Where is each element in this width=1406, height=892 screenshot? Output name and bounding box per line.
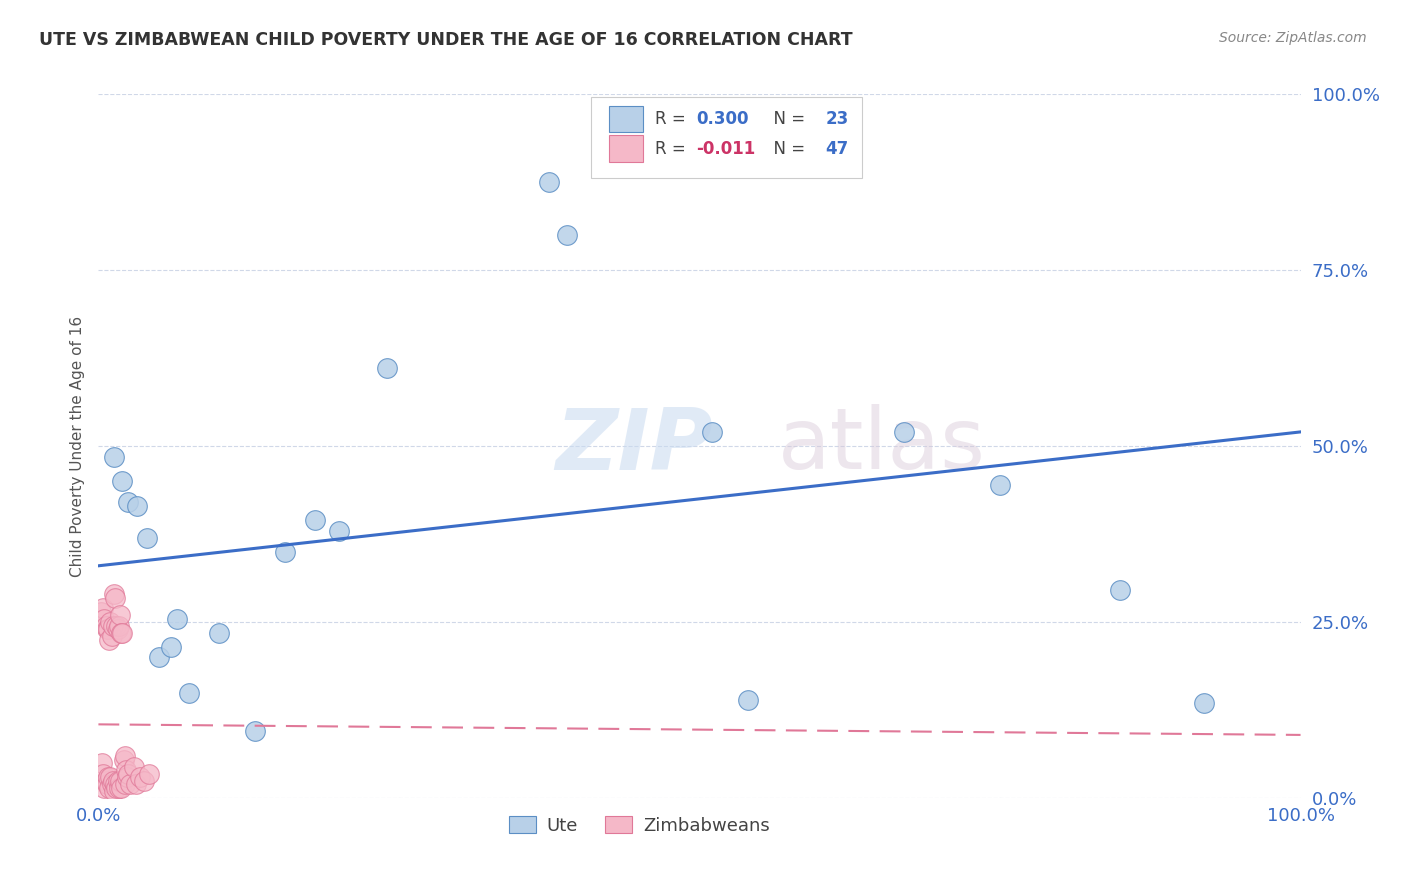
Point [148,650,170,665]
Point [107,773,129,788]
Point [555,227,578,242]
Point [117,495,139,509]
Text: R =: R = [655,110,690,128]
Point [103,587,125,601]
Point [96,622,118,636]
Point [132,773,155,788]
Point [159,640,181,654]
Text: R =: R = [655,140,690,158]
Point [111,475,134,489]
Point [274,544,297,558]
Point [100,770,122,784]
Point [129,770,152,784]
Text: 23: 23 [825,110,849,128]
Point [91,601,114,615]
Point [94,618,117,632]
Point [124,759,146,773]
Point [104,777,127,791]
Point [177,685,200,699]
Point [328,524,350,538]
Text: -0.011: -0.011 [696,140,755,158]
Point [97,770,120,784]
Point [98,632,121,647]
Point [375,361,398,376]
Point [112,753,135,767]
Point [100,777,122,791]
Point [118,777,141,791]
Text: 47: 47 [825,140,849,158]
Point [91,766,114,780]
Point [125,777,148,791]
Point [117,766,139,780]
Point [115,763,138,777]
Point [114,749,136,764]
Point [166,612,188,626]
FancyBboxPatch shape [592,97,862,178]
Point [101,618,124,632]
Point [93,612,115,626]
Point [304,513,326,527]
Point [108,608,131,623]
FancyBboxPatch shape [609,105,643,132]
Point [100,615,122,630]
Point [90,605,112,619]
Point [108,780,131,795]
Point [108,618,131,632]
Point [138,766,160,780]
Point [700,425,723,439]
Point [91,756,114,771]
Point [103,784,125,798]
Text: UTE VS ZIMBABWEAN CHILD POVERTY UNDER THE AGE OF 16 CORRELATION CHART: UTE VS ZIMBABWEAN CHILD POVERTY UNDER TH… [39,31,853,49]
Point [98,780,121,795]
Point [125,499,148,513]
Point [97,622,120,636]
Point [103,450,125,464]
Y-axis label: Child Poverty Under the Age of 16: Child Poverty Under the Age of 16 [69,316,84,576]
Point [114,777,136,791]
Legend: Ute, Zimbabweans: Ute, Zimbabweans [502,809,778,842]
Point [243,724,266,739]
Text: N =: N = [763,140,811,158]
Point [208,625,231,640]
Point [101,773,124,788]
Point [94,773,117,788]
Point [110,780,132,795]
Point [1109,583,1132,598]
Point [108,773,131,788]
Point [135,531,157,545]
Point [93,780,115,795]
Point [105,780,128,795]
Point [111,625,134,640]
Point [107,622,129,636]
Text: ZIP: ZIP [555,404,713,488]
Point [117,770,139,784]
Point [893,425,915,439]
FancyBboxPatch shape [609,136,643,162]
Point [105,618,128,632]
Point [737,692,759,706]
Point [96,777,118,791]
Point [100,629,122,643]
Text: 0.300: 0.300 [696,110,748,128]
Point [104,591,127,605]
Point [110,625,132,640]
Text: Source: ZipAtlas.com: Source: ZipAtlas.com [1219,31,1367,45]
Text: N =: N = [763,110,811,128]
Point [538,175,561,189]
Text: atlas: atlas [778,404,986,488]
Point [1194,696,1216,710]
Point [988,477,1011,491]
